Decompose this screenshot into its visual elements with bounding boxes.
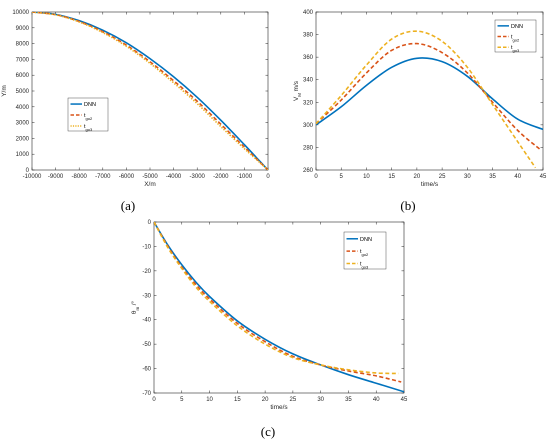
y-axis-label: Y/m — [1, 85, 8, 97]
y-tick-label: 360 — [303, 55, 314, 61]
x-tick-label: 10 — [206, 397, 213, 403]
x-axis-label: X/m — [144, 181, 156, 188]
plot-frame — [31, 11, 269, 171]
series-group — [316, 30, 543, 169]
series-group — [154, 222, 404, 393]
series-line-go3 — [32, 12, 268, 170]
y-tick-label: 340 — [303, 78, 314, 84]
y-tick-label: 280 — [303, 145, 314, 151]
y-tick-label: 1000 — [16, 152, 30, 158]
panel-c: 0 5 10 15 20 25 30 35 40 45 -70 -60 -50 -40 -30 -20 -10 0… — [130, 220, 408, 439]
panel-label: (a) — [121, 198, 135, 213]
x-tick-label: 0 — [152, 397, 156, 403]
y-axis-label: θm/° — [130, 300, 140, 314]
x-tick-label: 0 — [314, 174, 318, 180]
y-tick-label: -70 — [142, 391, 151, 397]
series-line-go2 — [316, 42, 541, 151]
x-tick-label: 45 — [401, 397, 408, 403]
legend-label: DNN — [84, 102, 96, 108]
x-axis-label: time/s — [421, 181, 439, 188]
x-tick-label: 25 — [290, 397, 297, 403]
legend-label: tgo3 — [360, 261, 369, 269]
legend-label: tgo2 — [511, 35, 520, 43]
x-tick-label: 5 — [180, 397, 184, 403]
y-tick-label: 260 — [303, 168, 314, 174]
y-tick-label: 5000 — [16, 89, 30, 95]
x-tick-label: 35 — [489, 174, 496, 180]
y-tick-label: 10000 — [12, 10, 29, 16]
y-tick-label: 0 — [148, 220, 152, 226]
panel-label: (c) — [261, 424, 275, 439]
legend: DNN tgo2 tgo3 — [494, 19, 537, 53]
y-tick-label: -40 — [142, 318, 151, 324]
y-tick-label: 0 — [26, 168, 30, 174]
y-tick-label: 7000 — [16, 57, 30, 63]
series-line-go2 — [32, 12, 268, 170]
y-tick-label: 300 — [303, 123, 314, 129]
y-tick-label: -60 — [142, 367, 151, 373]
panel-label: (b) — [400, 198, 415, 213]
y-tick-label: 9000 — [16, 26, 30, 32]
x-tick-label: 30 — [317, 397, 324, 403]
x-tick-label: 5 — [340, 174, 344, 180]
y-tick-label: -50 — [142, 342, 151, 348]
y-tick-label: 380 — [303, 33, 314, 39]
x-tick-label: -10000 — [23, 174, 42, 180]
legend-label: tgo3 — [84, 124, 93, 132]
y-tick-label: -20 — [142, 269, 151, 275]
x-tick-label: -4000 — [166, 174, 182, 180]
series-line-dnn — [154, 222, 404, 393]
x-tick-label: 40 — [514, 174, 521, 180]
series-line-dnn — [316, 57, 543, 131]
x-tick-label: -6000 — [119, 174, 135, 180]
legend-label: DNN — [360, 237, 372, 243]
y-tick-label: 6000 — [16, 73, 30, 79]
x-tick-label: -1000 — [237, 174, 253, 180]
legend: DNN tgo2 tgo3 — [343, 231, 387, 270]
series-group — [32, 12, 268, 170]
x-tick-label: -8000 — [72, 174, 88, 180]
y-tick-label: -30 — [142, 293, 151, 299]
legend-label: tgo2 — [360, 249, 369, 257]
series-line-go2 — [154, 222, 402, 383]
x-tick-label: 20 — [262, 397, 269, 403]
x-tick-label: 30 — [464, 174, 471, 180]
x-tick-label: 40 — [373, 397, 380, 403]
x-tick-label: -2000 — [213, 174, 229, 180]
series-line-go3 — [154, 222, 399, 375]
x-tick-label: 10 — [363, 174, 370, 180]
y-tick-label: 320 — [303, 100, 314, 106]
legend-label: tgo2 — [84, 113, 93, 121]
x-tick-label: -7000 — [95, 174, 111, 180]
x-tick-label: -9000 — [48, 174, 64, 180]
panel-b: 0 5 10 15 20 25 30 35 40 45 260 280 300 320 340 360 380 4… — [293, 10, 547, 213]
x-tick-label: 20 — [414, 174, 421, 180]
legend-label: tgo3 — [511, 45, 520, 53]
x-tick-label: 0 — [266, 174, 270, 180]
x-tick-label: 45 — [540, 174, 547, 180]
x-tick-label: -3000 — [190, 174, 206, 180]
y-tick-label: 4000 — [16, 105, 30, 111]
legend: DNN tgo2 tgo3 — [67, 97, 109, 132]
y-tick-label: 8000 — [16, 42, 30, 48]
x-tick-label: 15 — [388, 174, 395, 180]
panel-a: -10000 -9000 -8000 -7000 -6000 -5000 -4000 -300… — [1, 10, 270, 213]
x-tick-label: 15 — [234, 397, 241, 403]
y-tick-label: 2000 — [16, 136, 30, 142]
y-tick-label: 3000 — [16, 121, 30, 127]
x-tick-label: 25 — [439, 174, 446, 180]
y-tick-label: -10 — [142, 244, 151, 250]
x-tick-label: -5000 — [142, 174, 158, 180]
x-axis-label: time/s — [270, 404, 288, 411]
y-tick-label: 400 — [303, 10, 314, 16]
y-axis-label: VMm/s — [293, 80, 302, 101]
x-tick-label: 35 — [345, 397, 352, 403]
legend-label: DNN — [511, 24, 523, 30]
